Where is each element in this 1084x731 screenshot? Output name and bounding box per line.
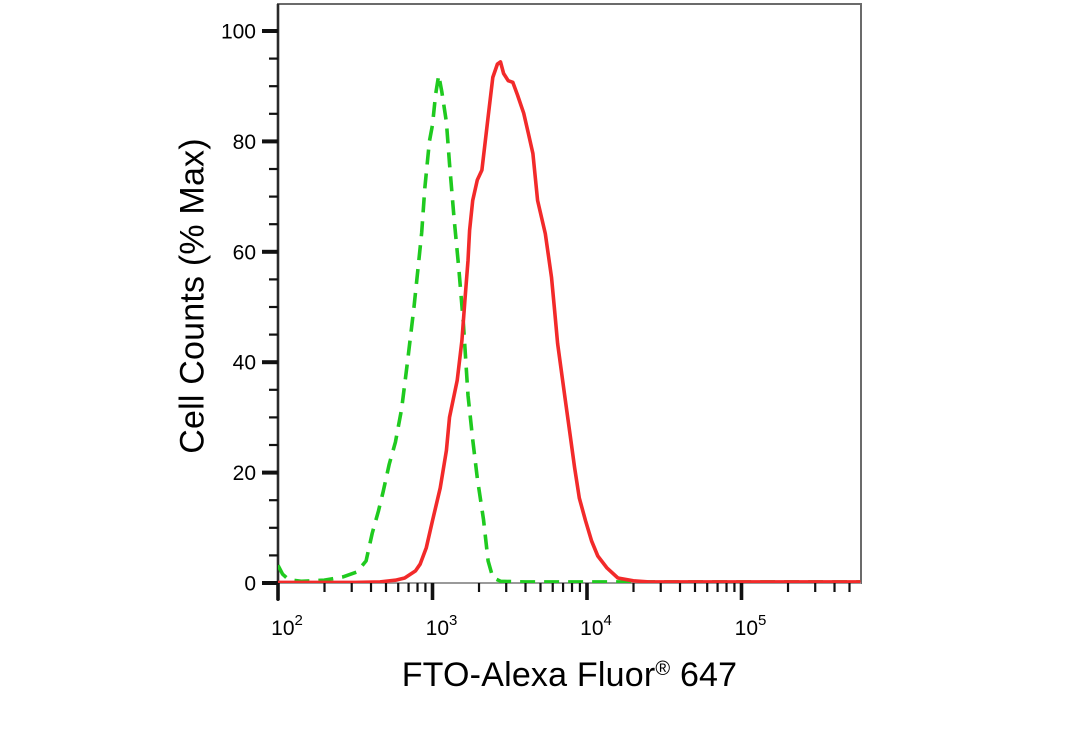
FTO-Alexa-Fluor-647-curve xyxy=(278,60,861,583)
y-tick-label: 40 xyxy=(233,352,256,375)
x-axis-title: FTO-Alexa Fluor® 647 xyxy=(278,656,861,695)
negative-control-curve xyxy=(278,73,861,583)
y-tick-label: 80 xyxy=(233,131,256,154)
y-tick-label: 0 xyxy=(244,573,256,596)
y-tick-label: 100 xyxy=(221,21,256,44)
x-tick-label: 105 xyxy=(735,612,767,640)
x-axis-title-main: FTO-Alexa Fluor xyxy=(401,656,656,694)
y-tick-label: 60 xyxy=(233,241,256,264)
x-tick-label: 103 xyxy=(426,612,458,640)
x-tick-label: 104 xyxy=(580,612,612,640)
y-axis-title: Cell Counts (% Max) xyxy=(173,138,212,454)
plot-frame xyxy=(277,3,862,584)
registered-trademark-symbol: ® xyxy=(655,658,671,680)
y-tick-label: 20 xyxy=(233,462,256,485)
x-tick-label: 102 xyxy=(271,612,303,640)
x-axis-title-suffix: 647 xyxy=(670,656,738,694)
